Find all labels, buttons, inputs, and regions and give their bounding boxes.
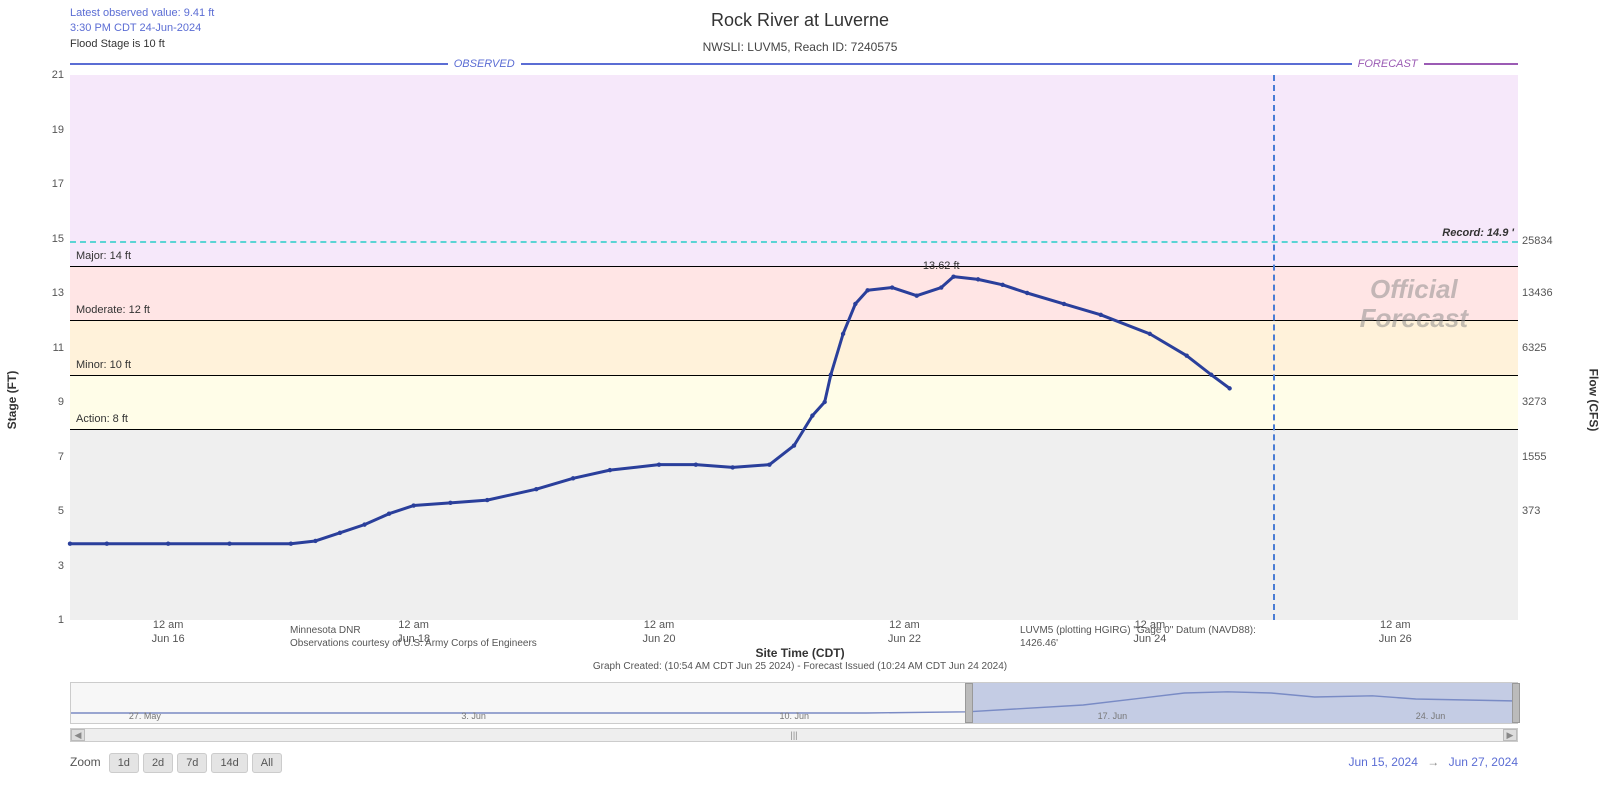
footer-center: Graph Created: (10:54 AM CDT Jun 25 2024… [0, 661, 1600, 672]
zoom-button-2d[interactable]: 2d [143, 753, 173, 773]
scroll-left-arrow[interactable]: ◀ [71, 729, 85, 741]
zoom-button-1d[interactable]: 1d [109, 753, 139, 773]
zoom-button-7d[interactable]: 7d [177, 753, 207, 773]
line-plot-svg [70, 75, 1518, 620]
chart-area[interactable]: NOAA Action: 8 ftMinor: 10 ftModerate: 1… [70, 75, 1518, 620]
zoom-label: Zoom [70, 755, 101, 769]
footer-right: LUVM5 (plotting HGIRG) "Gage 0" Datum (N… [1020, 624, 1280, 650]
observed-line-left [70, 63, 448, 65]
forecast-line [1424, 63, 1518, 65]
x-axis-label: Site Time (CDT) [0, 646, 1600, 660]
chart-subtitle: NWSLI: LUVM5, Reach ID: 7240575 [0, 40, 1600, 54]
observed-line-right [521, 63, 1352, 65]
navigator-handle-left[interactable] [965, 683, 973, 723]
y-axis-left-label: Stage (FT) [5, 371, 19, 430]
date-range: Jun 15, 2024 → Jun 27, 2024 [1349, 755, 1519, 769]
range-separator: → [1421, 755, 1445, 769]
range-from[interactable]: Jun 15, 2024 [1349, 755, 1418, 769]
zoom-button-All[interactable]: All [252, 753, 282, 773]
navigator-scrollbar[interactable]: ◀ ||| ▶ [70, 728, 1518, 742]
scroll-track-indicator: ||| [790, 730, 797, 740]
forecast-legend: FORECAST [1352, 58, 1424, 70]
y-axis-left: 13579111315171921 [38, 75, 68, 620]
chart-title: Rock River at Luverne [0, 10, 1600, 31]
y-axis-right: 2583413436632532731555373 [1518, 75, 1558, 620]
navigator-handle-right[interactable] [1512, 683, 1520, 723]
range-to[interactable]: Jun 27, 2024 [1449, 755, 1518, 769]
zoom-button-14d[interactable]: 14d [211, 753, 247, 773]
y-axis-right-label: Flow (CFS) [1587, 369, 1600, 432]
legend-row: OBSERVED FORECAST [70, 58, 1518, 70]
observed-legend: OBSERVED [448, 58, 521, 70]
navigator[interactable]: 27. May3. Jun10. Jun17. Jun24. Jun [70, 682, 1518, 724]
footer-left: Minnesota DNR Observations courtesy of U… [290, 624, 537, 650]
scroll-right-arrow[interactable]: ▶ [1503, 729, 1517, 741]
zoom-controls: Zoom 1d2d7d14dAll Jun 15, 2024 → Jun 27,… [70, 750, 1518, 774]
zoom-buttons: 1d2d7d14dAll [109, 755, 286, 769]
